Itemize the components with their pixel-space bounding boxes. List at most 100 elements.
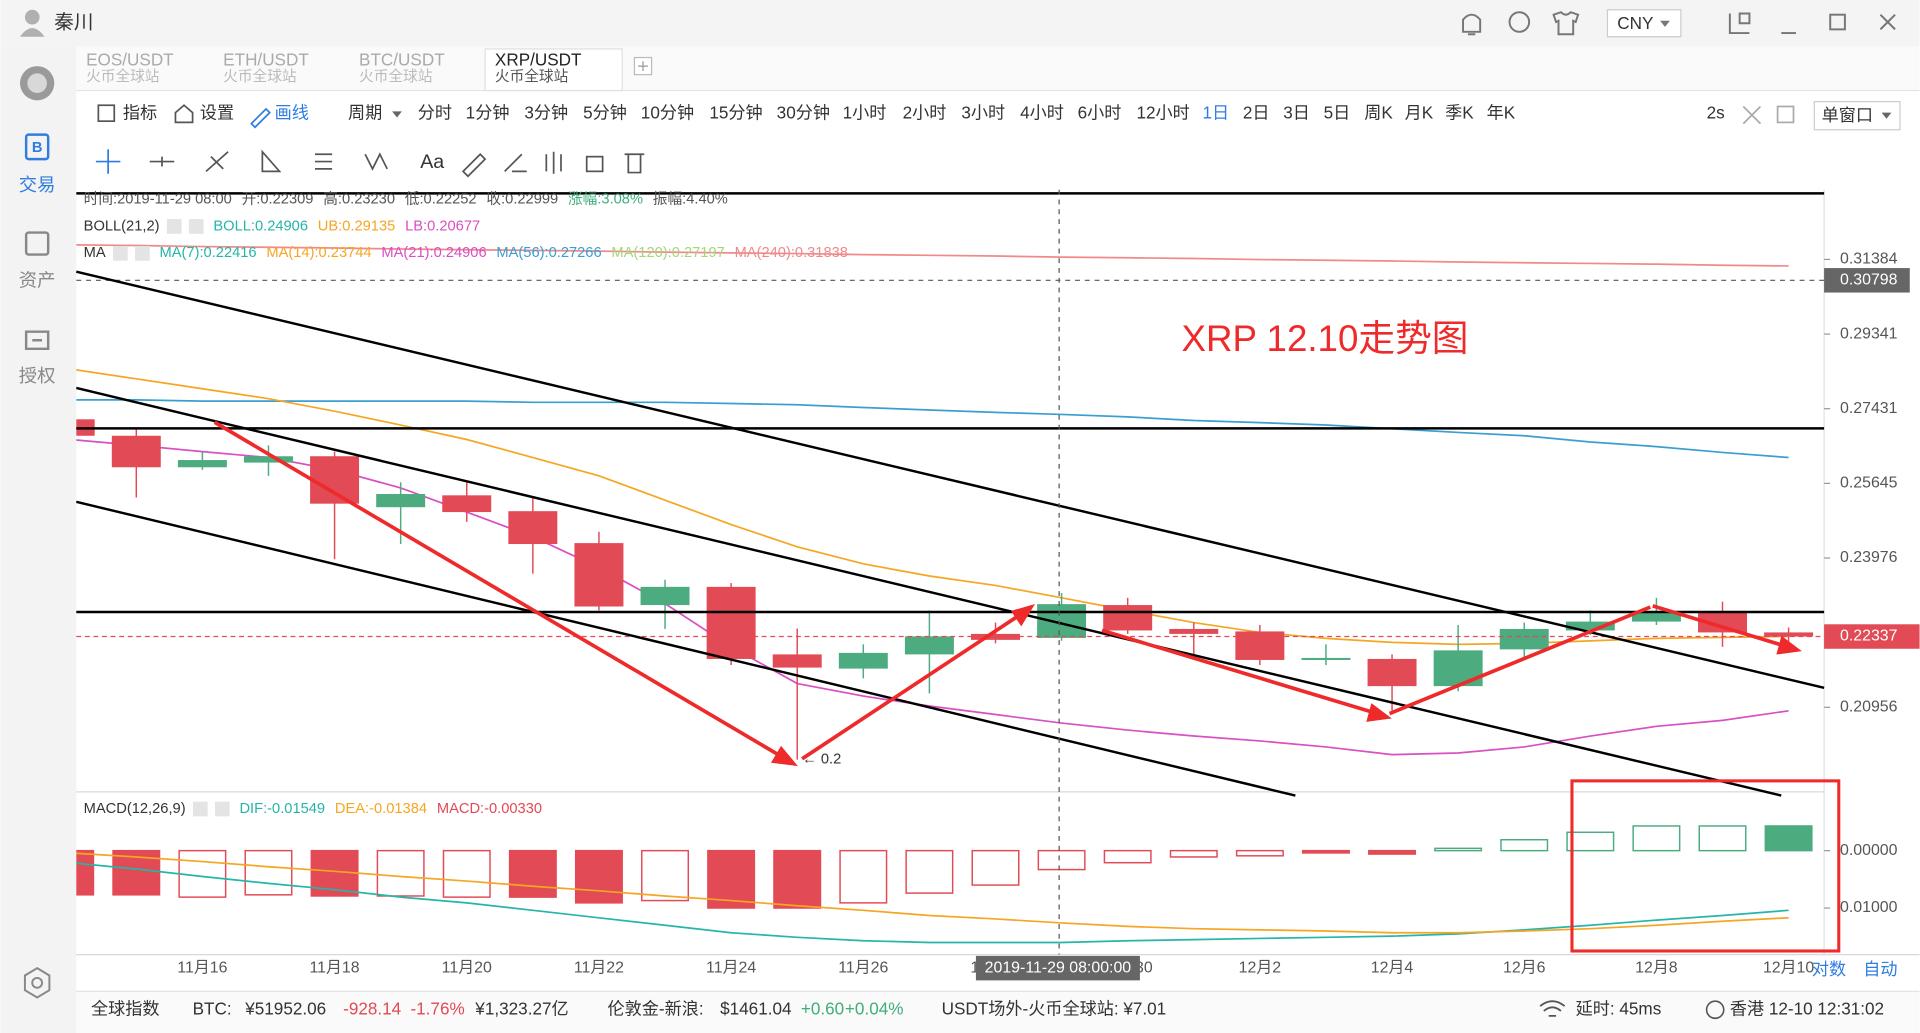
candle-body	[1235, 631, 1285, 660]
period-option[interactable]: 年K	[1487, 102, 1516, 122]
sidebar-label[interactable]: 资产	[19, 269, 56, 290]
settings-icon[interactable]	[23, 966, 51, 999]
period-option[interactable]: 1分钟	[466, 102, 510, 122]
crosshair-tool[interactable]	[95, 149, 121, 174]
period-option[interactable]: 4小时	[1020, 102, 1064, 122]
currency-select[interactable]	[1606, 9, 1682, 38]
trade-icon[interactable]	[24, 133, 50, 161]
wifi-icon	[1539, 1000, 1566, 1017]
x-tick-label: 11月26	[838, 959, 888, 976]
auth-icon[interactable]	[24, 330, 50, 351]
x-tick-label: 12月8	[1635, 959, 1678, 976]
period-option[interactable]: 3日	[1283, 102, 1310, 122]
maximize-icon[interactable]	[1829, 13, 1846, 31]
lock-tool[interactable]	[585, 155, 604, 173]
indicator-button[interactable]: 指标	[123, 102, 157, 122]
legend-gear[interactable]	[166, 219, 182, 234]
delete-tool[interactable]	[624, 153, 645, 174]
settings-icon-dot	[31, 976, 44, 989]
period-option[interactable]: 月K	[1405, 102, 1434, 122]
period-option[interactable]: 15分钟	[709, 102, 762, 122]
period-option[interactable]: 3分钟	[524, 102, 568, 122]
brush-tool[interactable]	[461, 153, 487, 178]
candle-body	[1301, 657, 1351, 660]
macd-bar	[1500, 839, 1549, 852]
period-option[interactable]: 1小时	[843, 102, 887, 122]
legend-gear[interactable]	[113, 246, 128, 261]
legend-gear[interactable]	[192, 801, 208, 817]
x-tick-label: 12月4	[1371, 959, 1414, 976]
hline-tool[interactable]	[149, 156, 175, 167]
period-option[interactable]: 2日	[1243, 102, 1270, 122]
popout-icon[interactable]	[1776, 105, 1795, 124]
legend-label: BOLL(21,2)	[84, 218, 160, 234]
candle-body	[442, 495, 492, 513]
legend-item: BOLL:0.24906	[213, 218, 308, 234]
angle-tool[interactable]	[261, 149, 282, 173]
refresh-interval[interactable]: 2s	[1707, 102, 1725, 122]
crosshair-price-box	[1824, 268, 1910, 293]
skin-icon[interactable]	[1552, 11, 1580, 36]
search-icon[interactable]	[1508, 11, 1531, 33]
arrow	[1652, 604, 1791, 650]
period-option[interactable]: 分时	[418, 102, 452, 122]
tab-pair[interactable]: XRP/USDT	[495, 50, 582, 70]
tab-pair[interactable]: BTC/USDT	[359, 50, 445, 70]
user-drawings	[76, 192, 1841, 953]
channel-tool[interactable]	[314, 153, 333, 170]
black-lines	[76, 192, 1825, 797]
period-option[interactable]: 2小时	[903, 102, 947, 122]
period-option[interactable]: 12小时	[1137, 102, 1190, 122]
period-option[interactable]: 5分钟	[583, 102, 627, 122]
sidebar	[0, 46, 77, 1033]
settings-small-icon[interactable]	[174, 104, 194, 124]
settings-button[interactable]: 设置	[200, 102, 234, 122]
period-option[interactable]: 6小时	[1078, 102, 1122, 122]
avatar	[24, 9, 40, 25]
legend-item: 振幅:4.40%	[653, 190, 728, 207]
period-option[interactable]: 10分钟	[641, 102, 694, 122]
indicator-icon[interactable]	[97, 104, 116, 123]
period-option[interactable]: 3小时	[961, 102, 1005, 122]
drawing-tools	[95, 149, 645, 178]
sidebar-label[interactable]: 授权	[19, 365, 56, 386]
fullscreen-icon[interactable]	[1742, 105, 1762, 125]
period-option[interactable]: 周K	[1364, 102, 1393, 122]
period-option[interactable]: 季K	[1445, 102, 1474, 122]
sidebar-label[interactable]: 交易	[19, 174, 56, 195]
erase-tool[interactable]	[504, 153, 527, 173]
add-tab-plus	[638, 61, 648, 71]
assets-icon[interactable]	[24, 231, 50, 256]
legend-close[interactable]	[135, 246, 150, 261]
close-icon[interactable]	[1879, 13, 1896, 31]
draw-button[interactable]: 画线	[275, 102, 309, 122]
period-option[interactable]: 1日	[1202, 102, 1229, 122]
macd-bar	[707, 849, 756, 909]
fib-tool[interactable]	[364, 152, 388, 171]
window-arrow	[1881, 112, 1892, 119]
period-option[interactable]: 30分钟	[777, 102, 830, 122]
axis-mode[interactable]: 自动	[1863, 959, 1897, 979]
window-mode: 单窗口	[1822, 105, 1873, 125]
current-price-box	[1824, 624, 1920, 649]
legend-item: MA(240):0.31838	[735, 245, 848, 261]
pattern-tool[interactable]	[545, 151, 562, 174]
legend-close[interactable]	[214, 801, 230, 817]
tab-pair[interactable]: EOS/USDT	[86, 50, 174, 70]
axis-mode[interactable]: 对数	[1812, 959, 1846, 979]
plot-area	[76, 244, 1814, 944]
trend-tool[interactable]	[205, 151, 229, 172]
text-tool[interactable]: Aa	[420, 151, 444, 173]
macd-bar	[971, 849, 1020, 886]
crosshair-price: 0.30798	[1840, 272, 1898, 289]
legend-close[interactable]	[188, 219, 204, 234]
bell-icon[interactable]	[1462, 13, 1482, 36]
period-option[interactable]: 5日	[1324, 102, 1351, 122]
title-icons	[1462, 11, 1896, 36]
pen-icon[interactable]	[250, 107, 271, 129]
tab-pair[interactable]: ETH/USDT	[223, 50, 309, 70]
period-button[interactable]: 周期	[348, 102, 382, 122]
layout-icon[interactable]	[1728, 12, 1751, 35]
trade-icon-letter: B	[32, 140, 43, 156]
legend-item: DEA:-0.01384	[335, 801, 427, 817]
